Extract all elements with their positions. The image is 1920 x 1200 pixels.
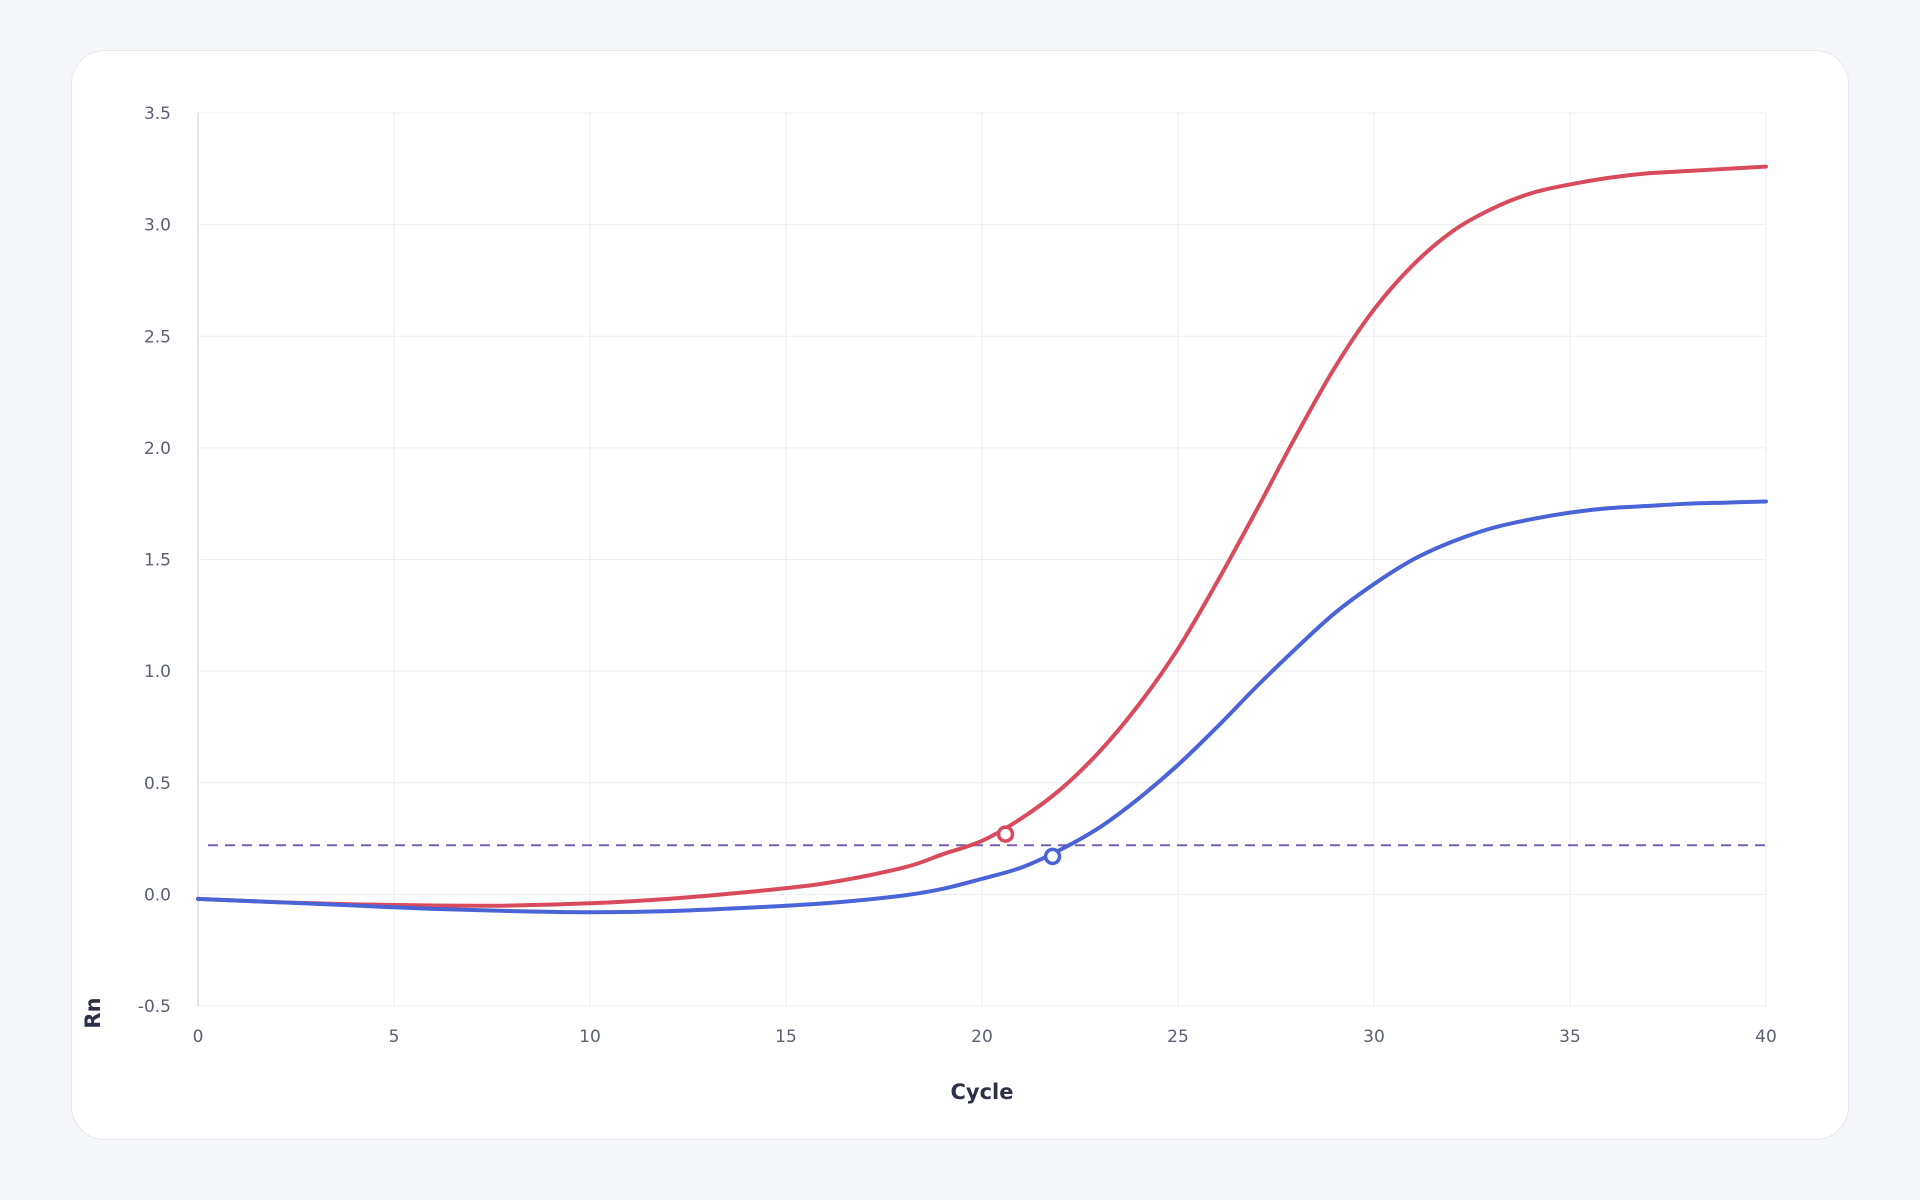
- x-tick-label: 35: [1559, 1027, 1581, 1047]
- y-tick-label: 1.0: [144, 662, 171, 682]
- y-tick-label: 0.5: [144, 774, 171, 794]
- series-line-1: [196, 164, 1768, 908]
- x-tick-label: 25: [1167, 1027, 1189, 1047]
- series-lines: [196, 164, 1768, 915]
- y-axis-title: Rn: [81, 997, 105, 1028]
- y-tick-label: -0.5: [138, 997, 171, 1017]
- x-axis-title: Cycle: [951, 1080, 1014, 1104]
- tick-labels: 0 5 10 15 20 25 30 35 40 -0.5 0.0 0.5 1.0 1.5 2.0 2.5 3.…: [138, 104, 1777, 1047]
- x-tick-label: 20: [971, 1027, 993, 1047]
- ct-marker-2[interactable]: [1043, 847, 1062, 866]
- ct-markers: [996, 825, 1062, 866]
- chart-card: [71, 50, 1849, 1140]
- x-tick-label: 5: [389, 1027, 400, 1047]
- x-tick-label: 0: [193, 1027, 204, 1047]
- x-tick-label: 40: [1755, 1027, 1777, 1047]
- y-tick-label: 3.0: [144, 216, 171, 236]
- x-tick-label: 10: [579, 1027, 601, 1047]
- grid: [198, 112, 1767, 1007]
- y-tick-label: 0.0: [144, 885, 171, 905]
- y-tick-label: 3.5: [144, 104, 171, 124]
- y-tick-label: 2.5: [144, 327, 171, 347]
- series-line-2: [196, 499, 1768, 915]
- ct-marker-1[interactable]: [996, 825, 1015, 843]
- x-tick-label: 15: [775, 1027, 797, 1047]
- y-tick-label: 2.0: [144, 439, 171, 459]
- y-tick-label: 1.5: [144, 551, 171, 571]
- x-tick-label: 30: [1363, 1027, 1385, 1047]
